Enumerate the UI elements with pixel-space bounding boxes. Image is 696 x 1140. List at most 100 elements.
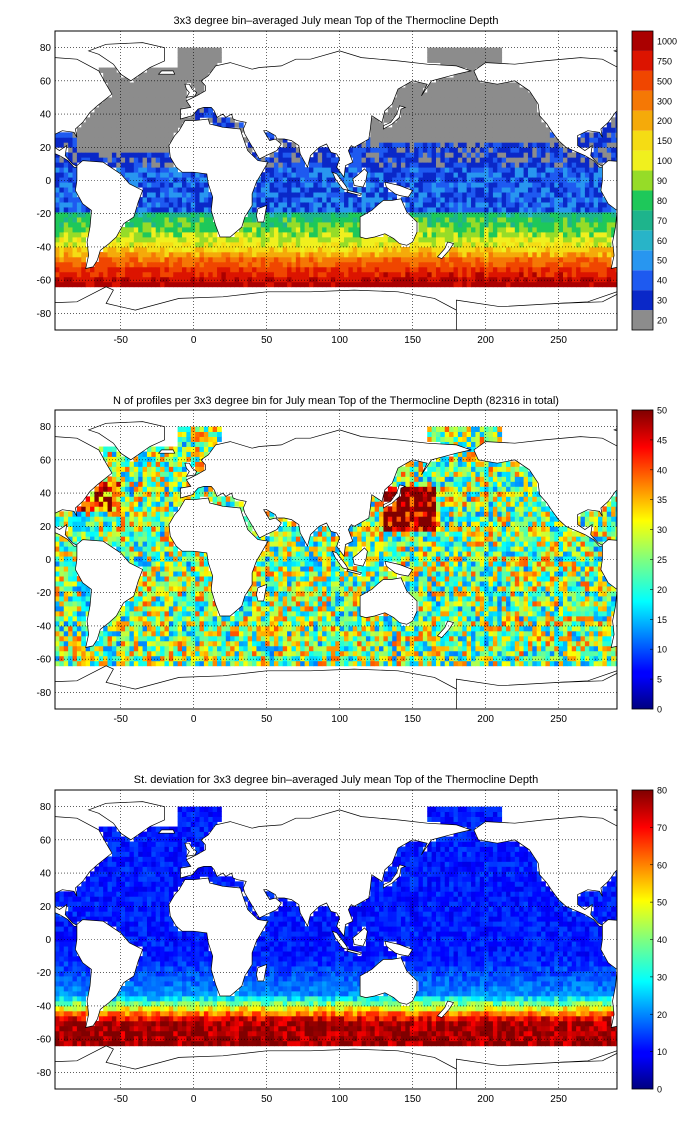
- heatmap-cell: [471, 157, 476, 163]
- heatmap-cell: [405, 107, 411, 113]
- heatmap-cell: [308, 197, 314, 203]
- heatmap-cell: [103, 281, 108, 288]
- heatmap-cell: [72, 660, 78, 667]
- heatmap-cell: [120, 551, 126, 557]
- heatmap-cell: [576, 281, 581, 288]
- heatmap-cell: [94, 650, 100, 657]
- heatmap-cell: [532, 147, 538, 153]
- heatmap-cell: [374, 152, 380, 158]
- heatmap-cell: [151, 466, 157, 472]
- heatmap-cell: [103, 536, 108, 542]
- heatmap-cell: [466, 127, 472, 133]
- heatmap-cell: [146, 456, 152, 462]
- heatmap-cell: [392, 137, 397, 143]
- heatmap-cell: [462, 72, 468, 78]
- heatmap-cell: [519, 87, 524, 93]
- heatmap-cell: [580, 251, 586, 258]
- heatmap-cell: [444, 261, 450, 268]
- heatmap-cell: [76, 142, 82, 148]
- heatmap-cell: [501, 182, 507, 188]
- heatmap-cell: [453, 92, 459, 98]
- heatmap-cell: [422, 97, 428, 103]
- heatmap-cell: [160, 112, 165, 118]
- heatmap-cell: [94, 107, 100, 113]
- heatmap-cell: [230, 256, 235, 263]
- heatmap-cell: [602, 231, 608, 238]
- heatmap-cell: [55, 610, 60, 617]
- heatmap-cell: [304, 202, 310, 208]
- heatmap-cell: [120, 276, 126, 283]
- heatmap-cell: [576, 212, 581, 218]
- heatmap-cell: [510, 187, 516, 193]
- heatmap-cell: [199, 217, 205, 223]
- heatmap-cell: [107, 630, 113, 637]
- heatmap-cell: [554, 167, 560, 173]
- heatmap-cell: [558, 147, 564, 153]
- colorbar-swatch: [632, 70, 653, 91]
- heatmap-cell: [199, 271, 205, 278]
- heatmap-cell: [440, 82, 446, 88]
- heatmap-cell: [471, 251, 476, 258]
- heatmap-cell: [488, 227, 494, 233]
- heatmap-cell: [576, 142, 581, 148]
- heatmap-cell: [138, 251, 143, 258]
- heatmap-cell: [326, 192, 332, 198]
- heatmap-cell: [549, 222, 555, 228]
- heatmap-cell: [409, 276, 415, 283]
- heatmap-cell: [317, 217, 323, 223]
- heatmap-cell: [549, 157, 555, 163]
- heatmap-cell: [501, 187, 507, 193]
- heatmap-cell: [383, 157, 389, 163]
- heatmap-cell: [444, 112, 450, 118]
- heatmap-cell: [370, 122, 376, 128]
- heatmap-cell: [252, 261, 257, 268]
- heatmap-cell: [466, 167, 472, 173]
- heatmap-cell: [164, 516, 170, 522]
- heatmap-cell: [138, 231, 143, 238]
- heatmap-cell: [291, 147, 297, 153]
- heatmap-cell: [615, 271, 617, 278]
- heatmap-cell: [427, 207, 433, 213]
- heatmap-cell: [98, 516, 104, 522]
- heatmap-cell: [107, 157, 113, 163]
- heatmap-cell: [55, 645, 60, 652]
- heatmap-cell: [129, 227, 135, 233]
- heatmap-cell: [59, 571, 65, 577]
- heatmap-cell: [484, 241, 489, 248]
- heatmap-cell: [611, 212, 616, 218]
- heatmap-cell: [383, 142, 389, 148]
- heatmap-cell: [317, 266, 323, 273]
- heatmap-cell: [418, 172, 424, 178]
- heatmap-cell: [146, 620, 152, 627]
- heatmap-cell: [138, 640, 143, 647]
- heatmap-cell: [422, 212, 428, 218]
- heatmap-cell: [589, 271, 595, 278]
- heatmap-cell: [379, 271, 384, 278]
- heatmap-cell: [63, 511, 69, 517]
- heatmap-cell: [475, 266, 481, 273]
- heatmap-cell: [173, 102, 179, 108]
- heatmap-cell: [234, 122, 240, 128]
- heatmap-cell: [116, 281, 122, 288]
- heatmap-cell: [203, 47, 209, 53]
- heatmap-cell: [55, 202, 60, 208]
- heatmap-cell: [514, 167, 520, 173]
- heatmap-cell: [466, 227, 472, 233]
- heatmap-cell: [308, 167, 314, 173]
- heatmap-cell: [519, 107, 524, 113]
- heatmap-cell: [409, 87, 415, 93]
- heatmap-cell: [506, 87, 511, 93]
- heatmap-cell: [76, 650, 82, 657]
- heatmap-cell: [142, 271, 148, 278]
- heatmap-cell: [440, 132, 446, 138]
- heatmap-cell: [396, 246, 402, 253]
- heatmap-cell: [287, 241, 292, 248]
- heatmap-cell: [111, 486, 117, 492]
- heatmap-cell: [414, 251, 419, 258]
- heatmap-cell: [584, 197, 590, 203]
- heatmap-cell: [125, 650, 130, 657]
- heatmap-cell: [146, 521, 152, 527]
- heatmap-cell: [536, 281, 542, 288]
- heatmap-cell: [287, 276, 292, 283]
- heatmap-cell: [90, 147, 95, 153]
